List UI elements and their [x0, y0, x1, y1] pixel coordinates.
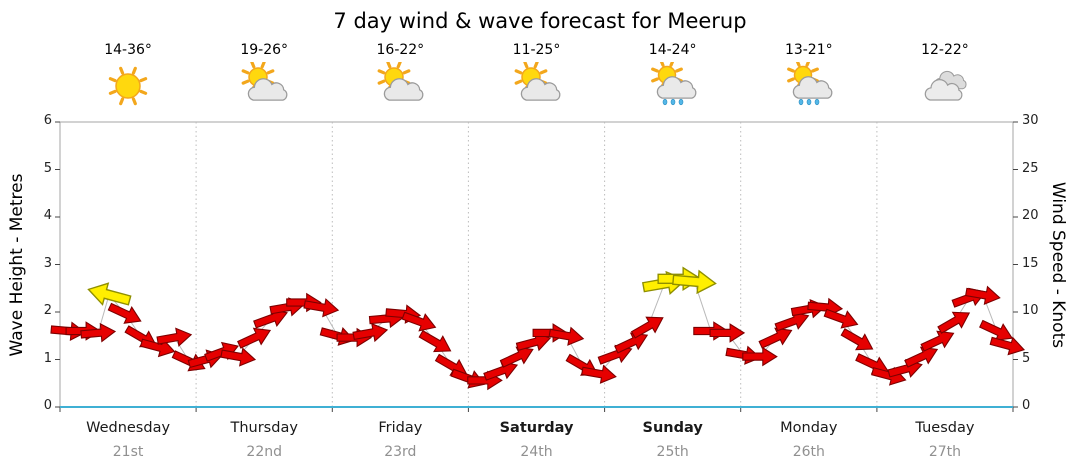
wind-arrow	[401, 311, 437, 332]
wind-arrow	[840, 328, 874, 351]
day-date: 23rd	[384, 444, 417, 460]
day-temps: 14-24°	[648, 42, 697, 58]
y-right-tick-label: 20	[1022, 208, 1039, 223]
day-name: Monday	[780, 420, 838, 436]
y-left-tick-label: 5	[43, 160, 52, 176]
day-name: Wednesday	[86, 420, 171, 436]
y-left-tick-label: 1	[43, 350, 52, 366]
weather-icon-cloudy	[917, 62, 973, 112]
day-name: Tuesday	[915, 420, 975, 436]
day-name: Saturday	[499, 420, 574, 436]
weather-icon-partly-cloudy	[372, 60, 428, 112]
wind-arrow	[515, 332, 552, 352]
day-temps: 16-22°	[376, 42, 425, 58]
wind-arrow	[418, 330, 452, 353]
y-right-tick-label: 25	[1022, 160, 1039, 176]
y-right-tick-label: 5	[1022, 350, 1031, 366]
y-left-tick-label: 6	[43, 113, 52, 128]
wind-arrow	[548, 326, 585, 346]
day-date: 26th	[792, 444, 825, 460]
wind-arrow	[156, 327, 193, 347]
wind-arrow	[709, 323, 746, 343]
wind-arrow	[937, 311, 971, 334]
y-left-tick-label: 3	[43, 255, 52, 271]
weather-icon-rain-showers	[645, 59, 701, 112]
wind-arrow	[964, 285, 1001, 305]
weather-icon-sunny	[100, 62, 156, 112]
weather-icon-rain-showers	[781, 59, 837, 112]
y-left-tick-label: 2	[43, 303, 52, 318]
wind-arrow	[989, 336, 1026, 356]
y-left-tick-label: 4	[43, 208, 52, 223]
y-right-tick-label: 15	[1022, 255, 1039, 271]
wind-arrow	[774, 311, 810, 332]
wind-arrow	[979, 319, 1014, 341]
y-right-tick-label: 0	[1022, 398, 1031, 413]
day-temps: 13-21°	[784, 42, 833, 58]
day-name: Friday	[378, 420, 423, 436]
wind-arrow	[107, 302, 142, 324]
plot-area	[59, 121, 1014, 408]
day-name: Thursday	[230, 420, 298, 436]
wind-arrow	[303, 298, 340, 318]
day-date: 22nd	[246, 444, 282, 460]
page-title: 7 day wind & wave forecast for Meerup	[333, 9, 747, 33]
y-right-tick-label: 30	[1022, 113, 1039, 128]
weather-icon-partly-cloudy	[509, 60, 565, 112]
wind-arrow	[614, 332, 649, 354]
day-temps: 11-25°	[512, 42, 561, 58]
day-temps: 12-22°	[921, 42, 969, 58]
wind-arrow	[220, 347, 257, 367]
wind-arrow	[904, 346, 939, 368]
wind-arrow	[758, 327, 793, 349]
wind-arrow	[742, 346, 778, 367]
day-date: 21st	[112, 444, 144, 460]
day-date: 25th	[656, 444, 689, 460]
wind-arrow	[920, 330, 955, 352]
wind-arrow	[237, 327, 272, 349]
day-temps: 19-26°	[240, 42, 289, 58]
day-temps: 14-36°	[104, 42, 152, 58]
weather-icon-partly-cloudy	[236, 60, 292, 112]
day-date: 24th	[520, 444, 553, 460]
wind-arrow	[672, 269, 717, 295]
wind-arrow	[499, 346, 534, 368]
y-right-tick-label: 10	[1022, 303, 1039, 318]
wind-arrow	[581, 364, 617, 384]
wind-arrow	[80, 322, 117, 343]
wind-arrow	[823, 308, 859, 329]
wind-arrow	[630, 316, 664, 339]
wind-arrow	[352, 322, 389, 343]
day-name: Sunday	[642, 420, 703, 436]
y-left-tick-label: 0	[43, 398, 52, 413]
wind-arrow	[87, 282, 132, 306]
day-date: 27th	[928, 444, 962, 460]
